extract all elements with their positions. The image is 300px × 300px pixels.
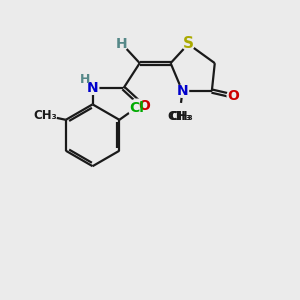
Text: N: N xyxy=(87,81,98,95)
Text: H: H xyxy=(80,74,90,86)
Circle shape xyxy=(176,85,189,97)
Circle shape xyxy=(86,82,99,94)
Circle shape xyxy=(116,38,128,50)
Text: S: S xyxy=(183,37,194,52)
Text: CH₃: CH₃ xyxy=(168,110,191,123)
Text: H: H xyxy=(116,37,128,51)
Circle shape xyxy=(36,105,56,126)
Text: Cl: Cl xyxy=(130,101,145,115)
Circle shape xyxy=(182,38,194,50)
Circle shape xyxy=(227,89,239,102)
Circle shape xyxy=(138,100,150,112)
Text: O: O xyxy=(227,88,239,103)
Text: O: O xyxy=(138,99,150,113)
Text: CH₃: CH₃ xyxy=(169,110,193,123)
Circle shape xyxy=(128,99,146,117)
Circle shape xyxy=(167,103,192,129)
Text: N: N xyxy=(177,84,188,98)
Text: CH₃: CH₃ xyxy=(33,109,57,122)
Circle shape xyxy=(171,107,188,125)
